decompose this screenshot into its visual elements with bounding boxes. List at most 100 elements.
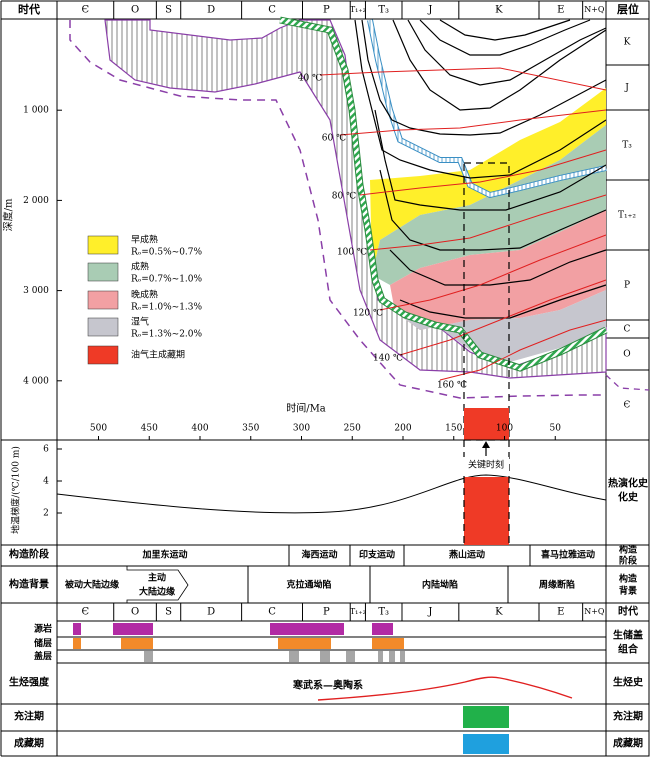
burial-curve-8 <box>389 249 607 286</box>
gradient-axis-label: 地温梯度/(℃/100 m) <box>10 446 22 534</box>
assemblage-row-0: 源岩 <box>34 623 52 635</box>
depth-tick-label-2: 3 000 <box>23 286 49 296</box>
zone-mature <box>372 125 606 285</box>
thermal-history-label: 热演化史 <box>608 477 649 490</box>
cap-bar-4 <box>378 651 383 662</box>
period2-label-1: O <box>131 607 139 618</box>
tectonic-setting-1-b: 大陆边缘 <box>139 586 175 598</box>
cap-bar-3 <box>346 651 355 662</box>
time-tick-label-4: 300 <box>293 424 310 434</box>
reservoir-bar-0 <box>73 638 81 649</box>
legend-name-2: 晚成熟 <box>131 289 158 301</box>
tectonic-setting-0: 被动大陆边缘 <box>65 579 119 591</box>
period-label-5: P <box>323 5 330 16</box>
legend-range-2: Rₒ=1.0%~1.3% <box>131 303 203 313</box>
burial-curve-4 <box>354 19 607 179</box>
legend-range-0: Rₒ=0.5%~0.7% <box>131 248 203 258</box>
tectonic-stage-4: 喜马拉雅运动 <box>541 549 595 561</box>
source-bar-3 <box>372 623 393 635</box>
key-time-red-top <box>464 408 509 440</box>
period2-label-0: Є <box>82 607 90 618</box>
time-tick-label-1: 450 <box>141 424 158 434</box>
legend-swatch-1 <box>87 262 119 282</box>
tectonic-setting-4: 周缘断陷 <box>539 579 575 591</box>
burial-curve-2 <box>419 19 591 56</box>
strata-label-5: C <box>624 325 631 335</box>
period2-label-3: D <box>207 607 215 618</box>
depth-tick-label-1: 2 000 <box>23 196 49 206</box>
key-moment-label: 关键时刻 <box>468 459 504 471</box>
outer-dashed-boundary-2 <box>605 374 650 391</box>
isotherm-label-3: 100 ℃ <box>337 248 367 258</box>
setting-arrow <box>126 566 189 603</box>
legend-swatch-0 <box>87 235 119 255</box>
time-tick-label-7: 150 <box>445 424 462 434</box>
key-time-box <box>463 162 510 441</box>
isotherm-1 <box>339 109 607 136</box>
time-axis-label: 时间/Ma <box>286 402 326 415</box>
charging-bar <box>463 706 509 728</box>
legend-name-3: 湿气 <box>131 316 149 328</box>
source-bar-2 <box>270 623 344 635</box>
time-tick-label-9: 50 <box>550 424 562 434</box>
strata-label-6: O <box>623 350 630 360</box>
accumulation-header: 成藏期 <box>14 737 44 750</box>
key-label-bg <box>463 457 509 471</box>
accumulation-bar <box>463 734 509 754</box>
period-label-2: S <box>165 5 172 16</box>
cap-bar-6 <box>400 651 405 662</box>
period2-label-7: T₃ <box>378 607 389 618</box>
isotherm-2 <box>359 149 607 196</box>
geothermal-gradient-curve <box>56 474 607 514</box>
hc-intensity-curve <box>317 676 573 701</box>
burial-curve-3 <box>439 19 571 41</box>
zone-wet-gas <box>395 290 606 362</box>
period2-label-11: N+Q <box>584 607 605 616</box>
strata-label-2: T₃ <box>622 141 632 151</box>
assemblage-row-2: 盖层 <box>34 650 52 662</box>
reservoir-bar-1 <box>121 638 153 649</box>
period2-label-4: C <box>268 607 276 618</box>
strata-label-7: Є <box>624 401 631 411</box>
period2-label-2: S <box>165 607 172 618</box>
tectonic-stage-right-2: 阶段 <box>619 555 638 567</box>
period-label-0: Є <box>82 5 90 16</box>
time-tick-label-3: 350 <box>242 424 259 434</box>
tectonic-setting-header: 构造背景 <box>9 578 49 591</box>
charging-right: 充注期 <box>613 710 643 723</box>
thermal-history-label-2: 化史 <box>618 491 639 504</box>
strata-header: 层位 <box>616 2 639 16</box>
tectonic-setting-2: 克拉通坳陷 <box>286 579 331 591</box>
source-bar-0 <box>73 623 81 635</box>
legend-name-1: 成熟 <box>131 261 149 273</box>
legend-range-3: Rₒ=1.3%~2.0% <box>131 330 203 340</box>
isotherm-5 <box>399 279 607 356</box>
key-time-red-bottom <box>464 477 509 545</box>
time-tick-label-0: 500 <box>90 424 107 434</box>
burial-curve-5 <box>361 19 607 136</box>
tectonic-stage-3: 燕山运动 <box>449 549 485 561</box>
reservoir-bar-2 <box>278 638 331 649</box>
isotherm-label-0: 40 ℃ <box>298 74 322 84</box>
burial-curve-7 <box>379 169 607 251</box>
legend-range-1: Rₒ=0.7%~1.0% <box>131 275 203 285</box>
tectonic-stage-0: 加里东运动 <box>141 549 187 561</box>
cap-bar-0 <box>144 651 153 662</box>
burial-curve-0 <box>392 19 607 111</box>
blue-ribbon <box>368 19 607 198</box>
era-header-2: 时代 <box>618 605 638 618</box>
depth-tick-label-0: 1 000 <box>23 106 49 116</box>
isotherm-0 <box>319 67 607 91</box>
period-label-3: D <box>207 5 215 16</box>
hc-intensity-header: 生烃强度 <box>9 676 50 689</box>
isotherm-label-2: 80 ℃ <box>332 192 356 202</box>
green-ribbon <box>279 17 608 371</box>
isotherm-6 <box>439 319 607 381</box>
source-bar-1 <box>113 623 153 635</box>
gradient-tick-label-1: 4 <box>43 477 49 487</box>
zone-late-mature <box>390 210 606 330</box>
period2-label-5: P <box>323 607 330 618</box>
legend-swatch-3 <box>87 317 119 337</box>
period-label-9: K <box>495 5 503 16</box>
